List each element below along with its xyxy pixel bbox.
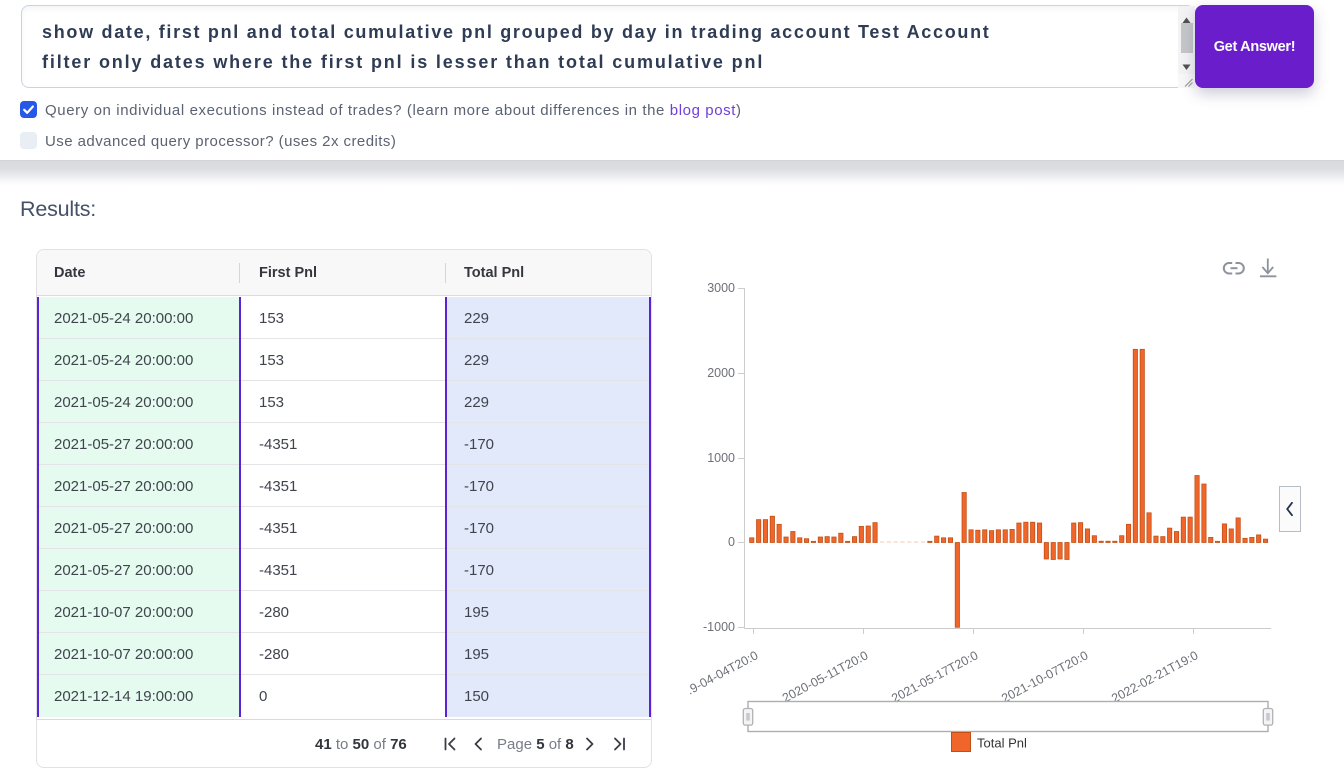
- svg-text:2021-05-17T20:0: 2021-05-17T20:0: [889, 648, 980, 705]
- svg-text:2000: 2000: [707, 366, 735, 380]
- svg-text:1000: 1000: [707, 451, 735, 465]
- svg-text:2022-02-21T19:0: 2022-02-21T19:0: [1109, 648, 1200, 705]
- svg-text:3000: 3000: [707, 281, 735, 295]
- svg-text:-1000: -1000: [703, 620, 735, 634]
- svg-text:.9-04-04T20:0: .9-04-04T20:0: [684, 648, 760, 697]
- svg-text:2020-05-11T20:0: 2020-05-11T20:0: [780, 648, 870, 705]
- svg-text:2021-10-07T20:0: 2021-10-07T20:0: [999, 648, 1090, 705]
- svg-text:0: 0: [728, 535, 735, 549]
- svg-text:Total Pnl: Total Pnl: [977, 736, 1027, 751]
